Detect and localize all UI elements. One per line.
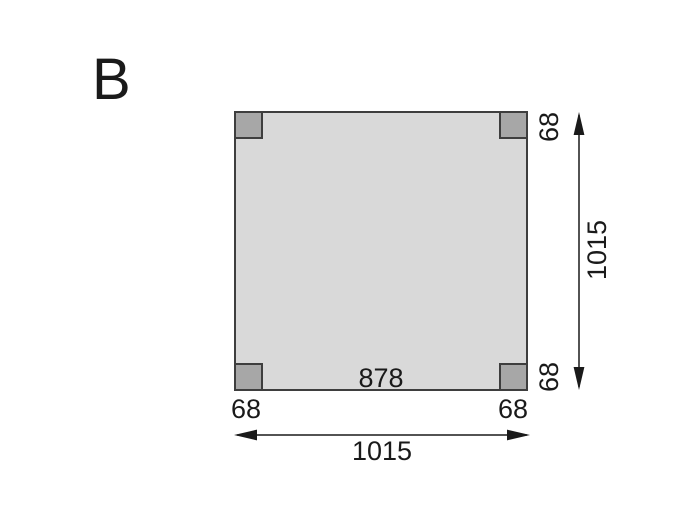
right-bottom-post-offset: 68: [534, 361, 564, 393]
horizontal-dimension-arrow: [234, 429, 530, 441]
right-total-height: 1015: [582, 219, 612, 281]
arrowhead-right-icon: [507, 429, 530, 441]
corner-post-top-right: [499, 111, 528, 139]
bottom-total-width: 1015: [351, 436, 413, 466]
inner-width-dimension: 878: [358, 363, 404, 393]
corner-post-bottom-left: [234, 363, 263, 391]
arrowhead-down-icon: [573, 367, 585, 390]
plan-variant-label: B: [92, 47, 131, 112]
vertical-dimension-arrow: [573, 112, 585, 390]
floor-plan-outline: 878: [234, 111, 528, 393]
bottom-left-post-offset: 68: [230, 394, 262, 424]
arrowhead-left-icon: [234, 429, 257, 441]
corner-post-bottom-right: [499, 363, 528, 391]
bottom-right-post-offset: 68: [497, 394, 529, 424]
right-top-post-offset: 68: [534, 111, 564, 143]
arrowhead-up-icon: [573, 112, 585, 135]
corner-post-top-left: [234, 111, 263, 139]
